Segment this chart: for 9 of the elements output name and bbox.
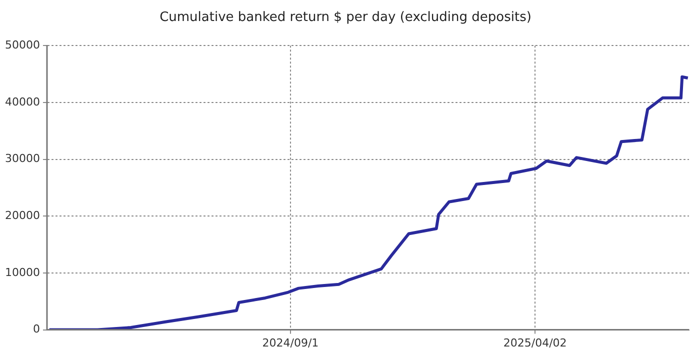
y-tick-label: 20000 [4,208,40,222]
y-tick-label: 0 [32,322,40,336]
y-tick-label: 10000 [4,266,40,279]
y-tick-label: 50000 [4,38,40,52]
x-tick-label: 2024/09/1 [262,336,319,350]
chart-title: Cumulative banked return $ per day (excluding deposits) [160,10,532,26]
y-tick-label: 40000 [4,95,40,108]
y-tick-label: 30000 [4,152,40,166]
x-tick-label: 2025/04/02 [503,336,567,350]
